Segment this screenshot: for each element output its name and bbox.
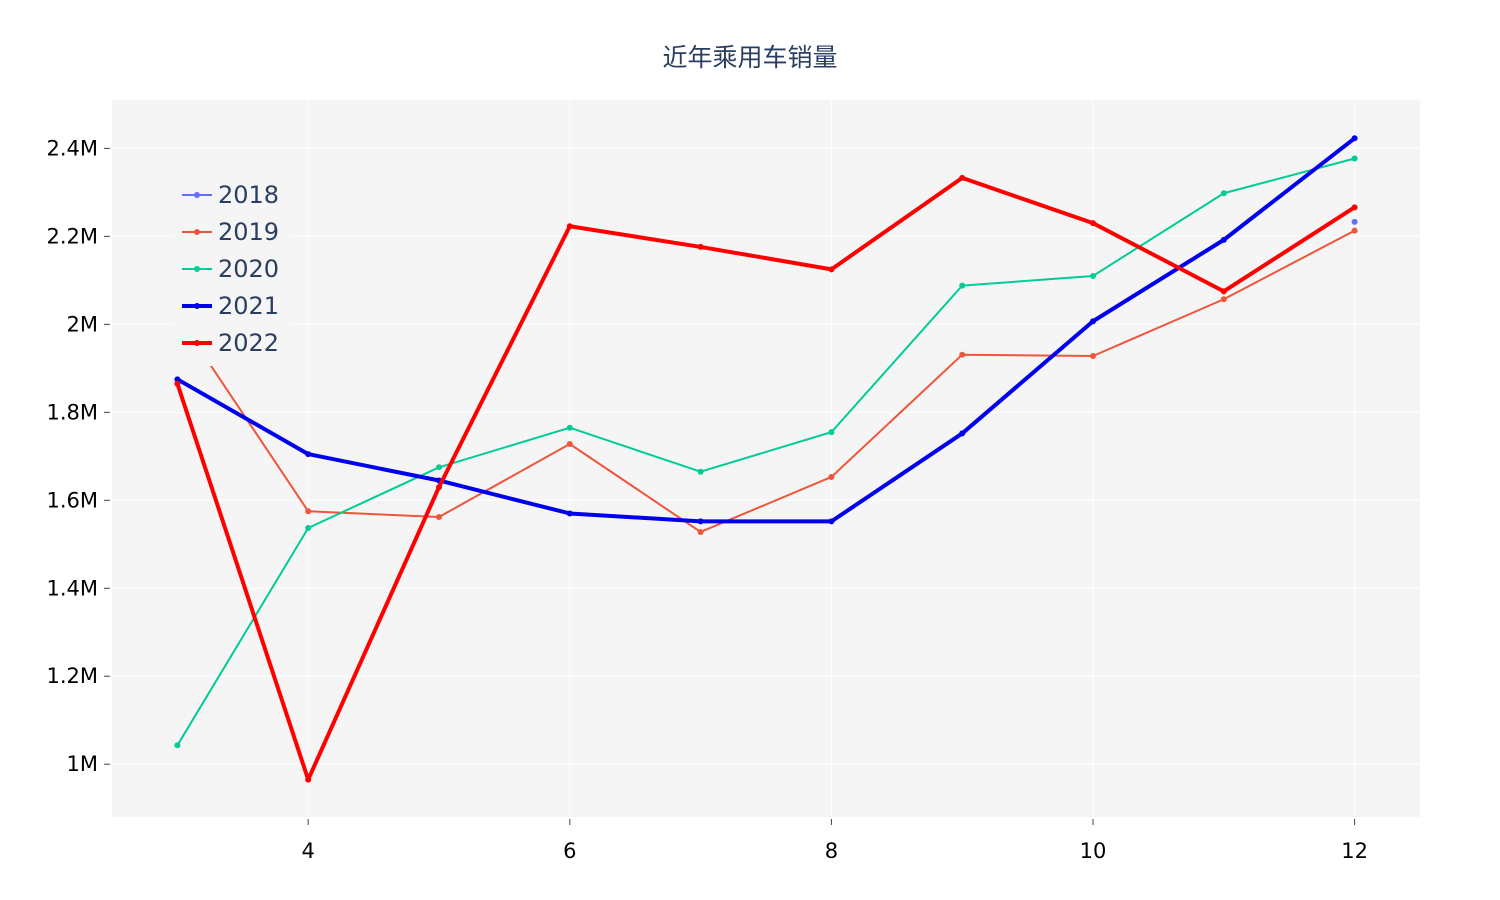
data-point-2022 [566,223,573,230]
data-point-2021 [1090,318,1096,325]
data-point-2022 [305,776,312,783]
legend-marker [194,303,200,309]
data-point-2019 [436,514,442,521]
data-point-2021 [828,518,835,525]
series-line-2019 [176,229,1356,533]
legend-marker [194,229,200,235]
y-tick-label: 2.2M [46,224,98,248]
x-tick-label: 6 [563,839,576,863]
axes: 1M 1.2M 1.4M 1.6M 1.8M 2M 2.2M 2.4M 4 6 8 10 12 [46,136,1367,863]
y-tick-label: 1.2M [46,664,98,688]
series-2022 [174,174,1358,783]
data-point-2021 [174,376,181,383]
chart-title: 近年乘用车销量 [662,43,837,72]
y-tick-label: 2M [67,312,98,336]
data-point-2022 [174,380,181,387]
series-line-2020 [176,157,1355,746]
x-tick-label: 4 [302,839,315,863]
y-tick-label: 1.6M [46,488,98,512]
data-point-2019 [697,528,704,535]
series-2021 [174,135,1358,525]
legend-item-2021[interactable]: 2021 [182,292,279,320]
data-point-2022 [436,484,442,491]
data-point-2021 [1351,135,1358,142]
data-point-2020 [174,742,181,749]
data-point-2022 [1220,288,1227,295]
data-point-2019 [1090,353,1096,360]
y-tick-label: 1M [67,752,98,776]
data-point-2019 [566,440,573,447]
data-point-2022 [1351,204,1358,211]
data-point-2020 [305,525,312,532]
legend-label: 2020 [218,255,279,283]
data-point-2020 [566,424,573,431]
data-point-2020 [1220,190,1227,197]
data-point-2022 [828,266,835,273]
series-line-2021 [176,136,1356,524]
data-point-2020 [697,468,704,475]
legend-label: 2019 [218,218,279,246]
x-tick-label: 10 [1080,839,1107,863]
data-point-2020 [1090,272,1096,279]
legend-item-2020[interactable]: 2020 [182,255,279,283]
legend-item-2018[interactable]: 2018 [182,181,279,209]
data-point-2019 [828,473,835,480]
series-line-2022 [175,175,1356,782]
data-point-2019 [1220,296,1227,303]
grid [112,100,1420,817]
legend-label: 2021 [218,292,279,320]
data-point-2021 [959,430,966,437]
series-2020 [174,155,1358,749]
legend-marker [194,340,200,346]
legend-label: 2022 [218,329,279,357]
legend-item-2022[interactable]: 2022 [182,329,279,357]
data-point-2020 [828,429,835,436]
data-point-2021 [305,451,312,458]
y-tick-label: 1.8M [46,400,98,424]
data-point-2019 [1351,227,1358,234]
legend-item-2019[interactable]: 2019 [182,218,279,246]
data-point-2019 [305,508,312,515]
data-point-2020 [436,464,442,471]
series-2018 [1351,218,1358,225]
data-point-2021 [697,518,704,525]
data-point-2021 [566,510,573,517]
series-layer [174,135,1358,783]
data-point-2022 [697,243,704,250]
data-point-2022 [959,174,966,181]
y-tick-label: 1.4M [46,576,98,600]
data-point-2021 [1220,236,1227,243]
legend[interactable]: 2018 2019 2020 2021 2022 [172,173,290,366]
data-point-2020 [959,282,966,289]
legend-marker [194,192,200,198]
legend-marker [194,266,200,272]
x-tick-label: 12 [1341,839,1368,863]
y-tick-label: 2.4M [46,136,98,160]
legend-label: 2018 [218,181,279,209]
data-point-2020 [1351,155,1358,162]
data-point-2019 [959,351,966,358]
data-point-2018 [1351,218,1358,225]
x-tick-label: 8 [825,839,838,863]
data-point-2022 [1090,220,1096,227]
